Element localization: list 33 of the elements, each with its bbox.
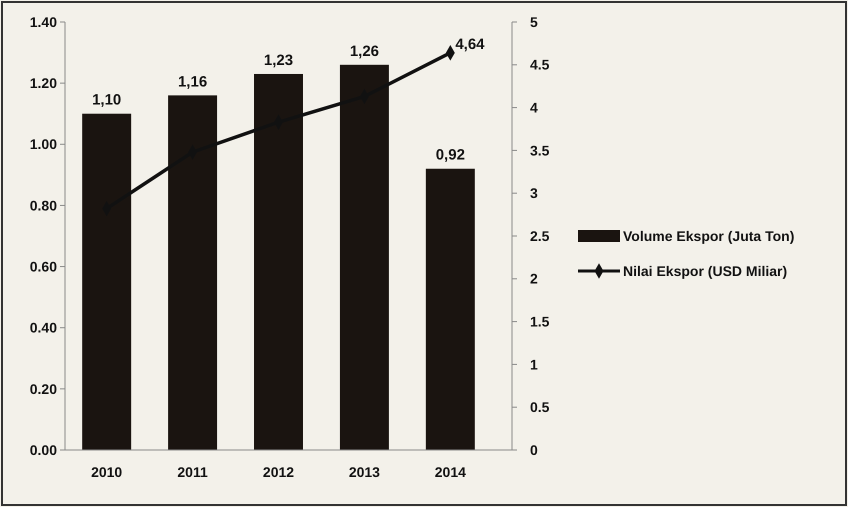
x-tick-label: 2010 — [91, 464, 122, 480]
y2-tick-label: 0.5 — [530, 399, 550, 416]
y2-tick-label: 0 — [530, 442, 538, 458]
bar — [426, 168, 475, 450]
y2-tick-label: 1 — [530, 356, 538, 372]
x-tick-label: 2013 — [348, 464, 380, 480]
data-label: 1,10 — [92, 92, 122, 109]
y2-tick-label: 3 — [530, 185, 538, 202]
y-tick-label: 1.20 — [30, 75, 58, 92]
y-tick-label: 1.40 — [30, 14, 58, 30]
y-tick-label: 0.00 — [30, 442, 58, 458]
data-label: 1,26 — [350, 42, 380, 60]
y2-tick-label: 1.5 — [530, 314, 550, 330]
x-tick-label: 2014 — [434, 464, 466, 480]
y-tick-label: 0.60 — [30, 258, 58, 274]
y2-tick-label: 4.5 — [530, 56, 550, 73]
y-tick-label: 1.00 — [30, 136, 58, 152]
y2-tick-label: 2.5 — [530, 228, 550, 244]
y-tick-label: 0.80 — [30, 197, 58, 214]
legend-label: Volume Ekspor (Juta Ton) — [623, 228, 794, 244]
y2-tick-label: 3.5 — [530, 142, 550, 158]
x-tick-label: 2011 — [177, 464, 208, 480]
data-label: 1,16 — [178, 73, 208, 90]
y-tick-label: 0.20 — [30, 380, 58, 397]
data-label: 4,64 — [455, 36, 486, 53]
legend-label: Nilai Ekspor (USD Miliar) — [623, 262, 788, 279]
data-label: 0,92 — [436, 146, 465, 164]
y2-tick-label: 5 — [530, 14, 538, 30]
x-tick-label: 2012 — [262, 464, 294, 480]
y2-tick-label: 2 — [530, 270, 538, 287]
data-label: 1,23 — [264, 52, 294, 69]
y-tick-label: 0.40 — [30, 320, 58, 336]
y2-tick-label: 4 — [530, 100, 538, 116]
